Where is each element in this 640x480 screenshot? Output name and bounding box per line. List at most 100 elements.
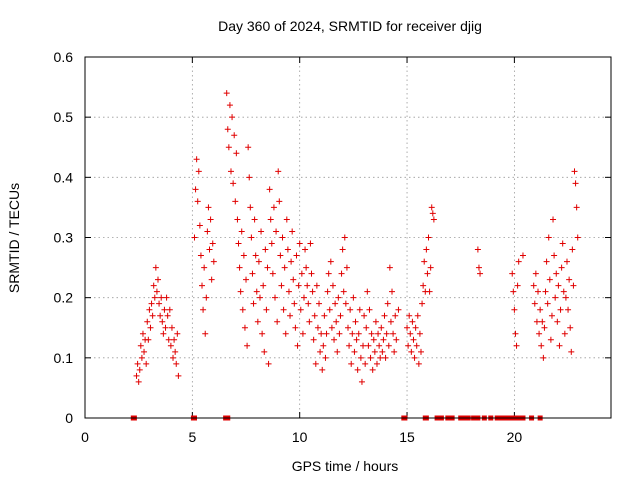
data-point [317,348,324,355]
data-point [152,264,159,271]
data-point [202,330,209,337]
data-point [421,258,428,265]
data-point [404,324,411,331]
data-point [151,294,158,301]
data-point [144,318,151,325]
data-point [206,246,213,253]
data-point [331,336,338,343]
data-point [254,318,261,325]
data-point [135,378,142,385]
series-srmtid [133,90,581,385]
data-point [156,300,163,307]
data-point [364,288,371,295]
data-point [413,342,420,349]
data-point [566,276,573,283]
data-point [368,330,375,337]
data-point [392,312,399,319]
data-point [224,126,231,133]
data-point [250,300,257,307]
data-point [274,318,281,325]
y-tick-label: 0.2 [54,290,74,306]
data-point [362,360,369,367]
data-point [535,288,542,295]
data-point [137,342,144,349]
data-point [223,90,230,97]
data-point [323,330,330,337]
data-point [550,216,557,223]
data-point [345,324,351,331]
data-point [291,300,298,307]
data-point [159,318,166,325]
data-point [560,288,567,295]
data-point [231,132,238,139]
data-point [512,330,519,337]
data-point [249,270,256,277]
data-point [139,330,146,337]
data-point [278,282,285,289]
data-point [341,234,348,241]
data-point [547,336,554,343]
data-point [308,270,315,277]
data-point [234,216,241,223]
x-tick-labels: 0 5 10 15 20 [81,429,522,445]
data-point [299,330,306,337]
data-point [229,114,236,121]
data-point [548,312,555,319]
data-point [233,150,240,157]
data-point [194,198,201,205]
data-point [237,288,244,295]
data-point [277,252,284,259]
data-point [337,312,344,319]
data-point [383,330,390,337]
y-tick-label: 0.4 [54,169,74,185]
data-point [382,354,389,361]
data-point [325,270,332,277]
data-point [285,288,292,295]
data-point [538,342,545,349]
data-point [150,282,157,289]
data-point [411,354,418,361]
data-point [191,234,198,241]
data-point [226,102,233,109]
data-point [513,342,520,349]
data-point [200,306,207,313]
data-point [425,234,432,241]
data-point [351,348,358,355]
data-point [406,312,413,319]
data-point [133,372,140,379]
data-point [279,234,286,241]
data-point [225,144,232,151]
data-point [552,294,559,301]
data-point [312,360,319,367]
data-point [536,330,543,337]
data-point [543,258,550,265]
data-point [424,270,431,277]
data-point [573,204,580,211]
data-point [170,354,177,361]
data-point [348,360,355,367]
data-point [531,300,538,307]
data-point [241,324,248,331]
data-point [338,270,345,277]
data-point [300,294,307,301]
data-point [358,378,365,385]
x-tick-label: 10 [292,429,308,445]
x-tick-label: 20 [507,429,523,445]
data-point [563,258,570,265]
data-point [293,252,300,259]
data-point [283,216,290,223]
data-point [174,330,181,337]
data-point [203,294,210,301]
data-point [386,264,393,271]
data-point [294,342,301,349]
data-point [416,330,423,337]
data-point [166,306,173,313]
data-point [164,312,171,319]
data-point [253,288,260,295]
data-point [149,312,156,319]
data-point [332,300,339,307]
data-point [230,180,237,187]
data-point [292,324,299,331]
data-point [391,348,398,355]
data-point [349,330,356,337]
